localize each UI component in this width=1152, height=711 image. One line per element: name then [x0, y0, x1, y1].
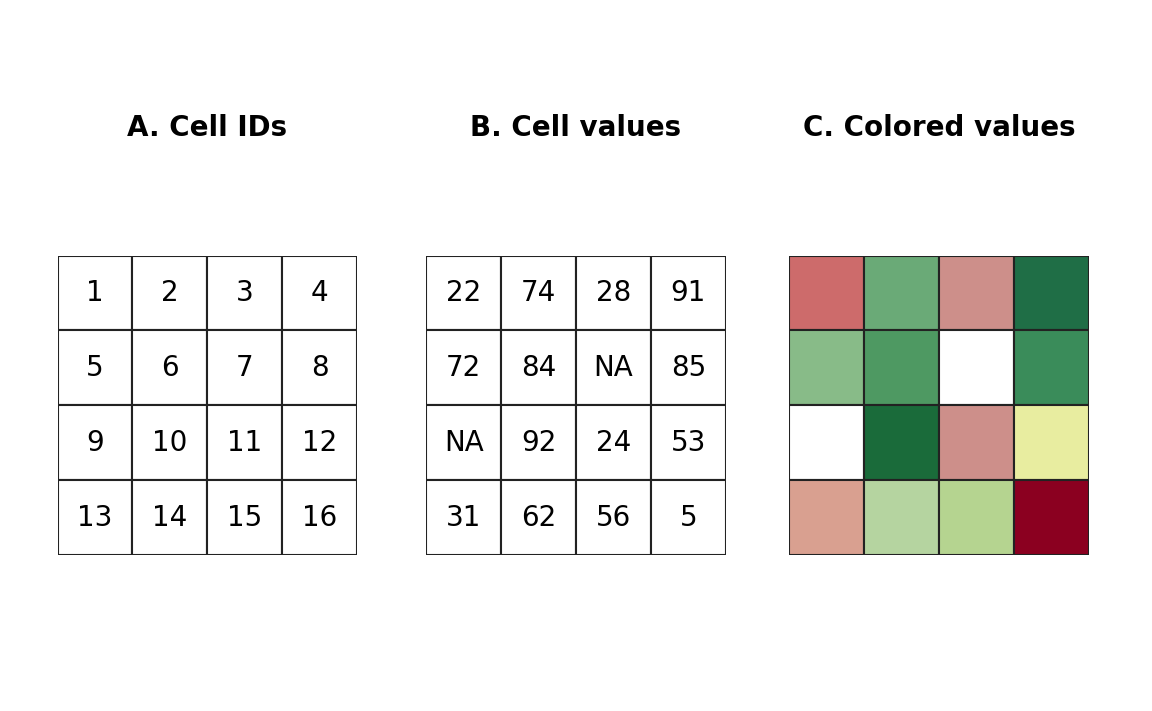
Text: 91: 91 — [670, 279, 706, 307]
Text: A. Cell IDs: A. Cell IDs — [128, 114, 287, 142]
Text: 13: 13 — [77, 503, 113, 532]
Bar — [426, 331, 501, 405]
Text: 56: 56 — [596, 503, 631, 532]
Text: 11: 11 — [227, 429, 263, 456]
Bar — [426, 480, 501, 555]
Bar — [282, 405, 357, 480]
Text: 15: 15 — [227, 503, 263, 532]
Text: 92: 92 — [521, 429, 556, 456]
Bar — [576, 255, 651, 331]
Bar — [426, 255, 501, 331]
Bar — [58, 331, 132, 405]
Bar — [864, 405, 939, 480]
Text: 16: 16 — [302, 503, 338, 532]
Bar — [864, 331, 939, 405]
Text: 72: 72 — [446, 354, 482, 382]
Bar — [789, 480, 864, 555]
Bar — [58, 405, 132, 480]
Bar — [132, 255, 207, 331]
Bar — [1014, 255, 1089, 331]
Text: 28: 28 — [596, 279, 631, 307]
Bar — [864, 480, 939, 555]
Text: 5: 5 — [680, 503, 697, 532]
Bar — [576, 331, 651, 405]
Bar — [939, 480, 1014, 555]
Bar — [58, 480, 132, 555]
Bar — [58, 255, 132, 331]
Bar — [501, 480, 576, 555]
Bar — [501, 405, 576, 480]
Bar — [651, 405, 726, 480]
Text: 74: 74 — [521, 279, 556, 307]
Bar — [864, 255, 939, 331]
Bar — [282, 255, 357, 331]
Text: B. Cell values: B. Cell values — [470, 114, 682, 142]
Text: 62: 62 — [521, 503, 556, 532]
Bar — [426, 405, 501, 480]
Text: 84: 84 — [521, 354, 556, 382]
Bar — [651, 480, 726, 555]
Bar — [207, 480, 282, 555]
Bar — [132, 480, 207, 555]
Bar — [651, 331, 726, 405]
Text: NA: NA — [444, 429, 484, 456]
Text: 1: 1 — [86, 279, 104, 307]
Bar — [207, 405, 282, 480]
Bar — [939, 405, 1014, 480]
Bar — [789, 331, 864, 405]
Bar — [282, 331, 357, 405]
Bar — [282, 480, 357, 555]
Bar — [501, 331, 576, 405]
Text: 5: 5 — [86, 354, 104, 382]
Bar — [1014, 405, 1089, 480]
Text: 9: 9 — [86, 429, 104, 456]
Bar — [207, 255, 282, 331]
Bar — [651, 255, 726, 331]
Text: 22: 22 — [446, 279, 482, 307]
Text: 31: 31 — [446, 503, 482, 532]
Text: 85: 85 — [670, 354, 706, 382]
Text: 24: 24 — [596, 429, 631, 456]
Bar — [207, 331, 282, 405]
Text: 53: 53 — [670, 429, 706, 456]
Bar — [789, 255, 864, 331]
Bar — [132, 331, 207, 405]
Bar — [939, 255, 1014, 331]
Bar — [1014, 331, 1089, 405]
Bar — [501, 255, 576, 331]
Text: 14: 14 — [152, 503, 188, 532]
Text: 2: 2 — [161, 279, 179, 307]
Text: 3: 3 — [236, 279, 253, 307]
Bar — [1014, 480, 1089, 555]
Bar — [576, 480, 651, 555]
Text: 7: 7 — [236, 354, 253, 382]
Bar — [789, 405, 864, 480]
Text: 10: 10 — [152, 429, 188, 456]
Text: 4: 4 — [311, 279, 328, 307]
Bar — [576, 405, 651, 480]
Text: 6: 6 — [161, 354, 179, 382]
Bar — [939, 331, 1014, 405]
Text: C. Colored values: C. Colored values — [803, 114, 1075, 142]
Bar — [132, 405, 207, 480]
Text: NA: NA — [593, 354, 634, 382]
Text: 12: 12 — [302, 429, 338, 456]
Text: 8: 8 — [311, 354, 328, 382]
